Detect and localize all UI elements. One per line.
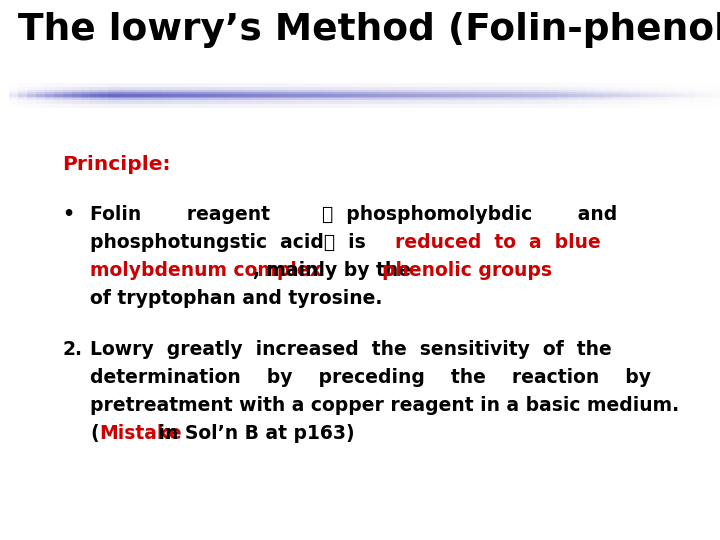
Text: (: ( — [90, 424, 99, 443]
Text: Lowry  greatly  increased  the  sensitivity  of  the: Lowry greatly increased the sensitivity … — [90, 340, 612, 359]
Text: The lowry’s Method (Folin-phenol method): The lowry’s Method (Folin-phenol method) — [18, 12, 720, 48]
Text: in Sol’n B at p163): in Sol’n B at p163) — [152, 424, 355, 443]
Text: reduced  to  a  blue: reduced to a blue — [395, 233, 600, 252]
Text: phosphotungstic  acid）  is: phosphotungstic acid） is — [90, 233, 379, 252]
Text: 2.: 2. — [62, 340, 82, 359]
Text: •: • — [62, 205, 74, 224]
Text: Folin       reagent        （  phosphomolybdic       and: Folin reagent （ phosphomolybdic and — [90, 205, 617, 224]
Text: pretreatment with a copper reagent in a basic medium.: pretreatment with a copper reagent in a … — [90, 396, 679, 415]
Text: , mainly by the: , mainly by the — [253, 261, 418, 280]
Text: of tryptophan and tyrosine.: of tryptophan and tyrosine. — [90, 289, 382, 308]
Text: phenolic groups: phenolic groups — [382, 261, 552, 280]
Text: determination    by    preceding    the    reaction    by: determination by preceding the reaction … — [90, 368, 651, 387]
Text: Principle:: Principle: — [62, 155, 171, 174]
Text: Mistake: Mistake — [99, 424, 181, 443]
Text: molybdenum complex: molybdenum complex — [90, 261, 322, 280]
